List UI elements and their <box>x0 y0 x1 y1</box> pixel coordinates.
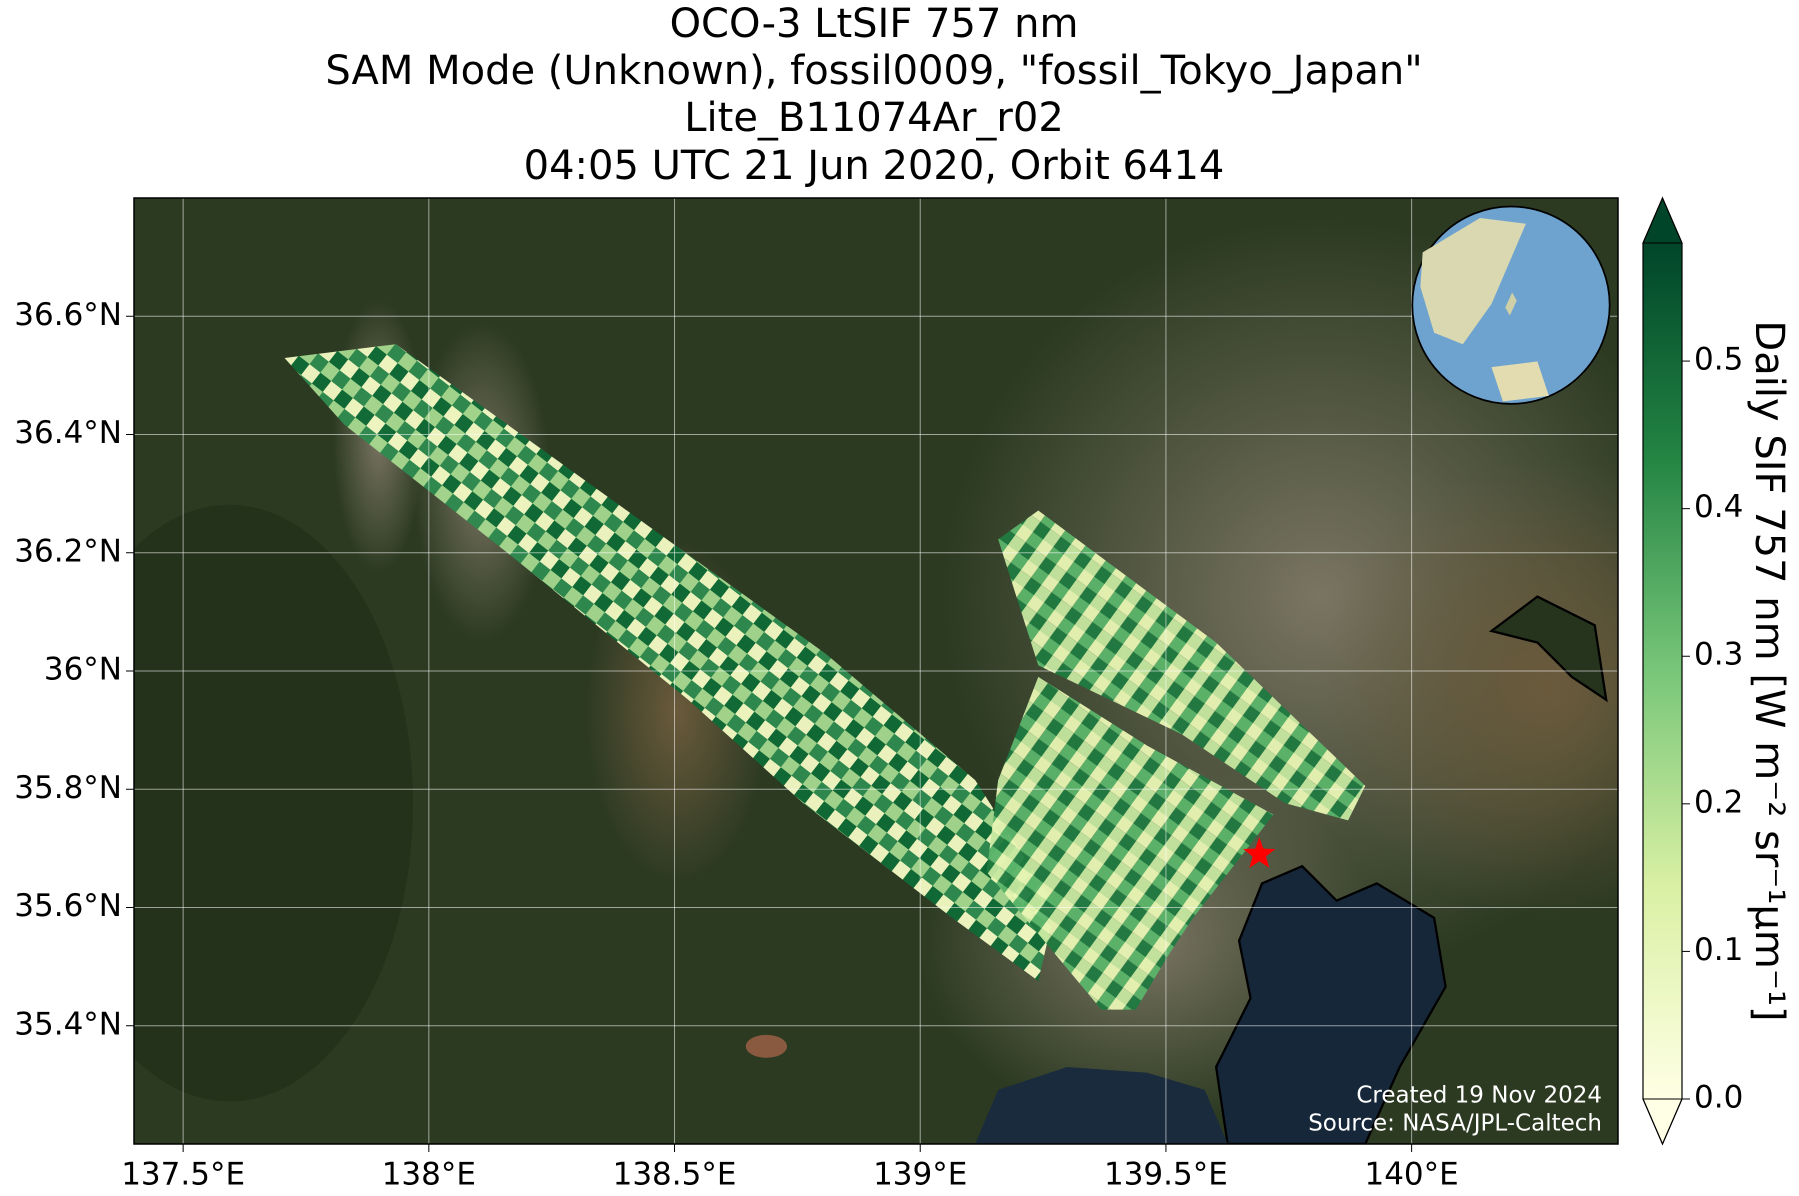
target-star <box>1243 837 1276 868</box>
subtitle: SAM Mode (Unknown), fossil0009, "fossil_… <box>325 48 1422 94</box>
chart-title: OCO-3 LtSIF 757 nm <box>670 1 1079 47</box>
colorbar-tick-label: 0.1 <box>1694 932 1743 968</box>
annotations: Created 19 Nov 2024 Source: NASA/JPL-Cal… <box>1308 1083 1602 1137</box>
annotation: Source: NASA/JPL-Caltech <box>1308 1111 1602 1137</box>
x-tick-label: 137.5°E <box>121 1157 245 1193</box>
y-tick-label: 35.8°N <box>14 770 122 806</box>
x-tick-label: 140°E <box>1364 1157 1458 1193</box>
x-tick-label: 138°E <box>382 1157 476 1193</box>
colorbar-extend <box>1642 196 1683 244</box>
colorbar: Daily SIF 757 nm [W m⁻² sr⁻¹μm⁻¹] <box>1642 196 1792 1146</box>
x-tick-label: 138.5°E <box>613 1157 737 1193</box>
colorbar-tick-label: 0.3 <box>1694 637 1743 673</box>
x-tick-label: 139°E <box>873 1157 967 1193</box>
subtitle: Lite_B11074Ar_r02 <box>684 95 1064 141</box>
colorbar-extend <box>1642 1098 1683 1146</box>
y-tick-label: 35.6°N <box>14 888 122 924</box>
grid <box>134 198 1618 1144</box>
y-tick-label: 35.4°N <box>14 1006 122 1042</box>
y-tick-label: 36.2°N <box>14 533 122 569</box>
y-tick-label: 36°N <box>44 652 122 688</box>
colorbar-gradient <box>1643 243 1682 1099</box>
subtitle: 04:05 UTC 21 Jun 2020, Orbit 6414 <box>524 143 1225 189</box>
colorbar-label: Daily SIF 757 nm [W m⁻² sr⁻¹μm⁻¹] <box>1746 320 1792 1021</box>
colorbar-tick-label: 0.4 <box>1694 489 1743 525</box>
y-tick-label: 36.6°N <box>14 297 122 333</box>
basemap <box>134 198 1618 1144</box>
title-block: OCO-3 LtSIF 757 nm SAM Mode (Unknown), f… <box>325 1 1422 189</box>
colorbar-tick-label: 0.5 <box>1694 342 1743 378</box>
annotation: Created 19 Nov 2024 <box>1356 1083 1602 1109</box>
globe-inset <box>1411 205 1611 405</box>
colorbar-tick-label: 0.0 <box>1694 1080 1743 1116</box>
y-tick-label: 36.4°N <box>14 415 122 451</box>
colorbar-tick-label: 0.2 <box>1694 784 1743 820</box>
x-tick-label: 139.5°E <box>1104 1157 1228 1193</box>
